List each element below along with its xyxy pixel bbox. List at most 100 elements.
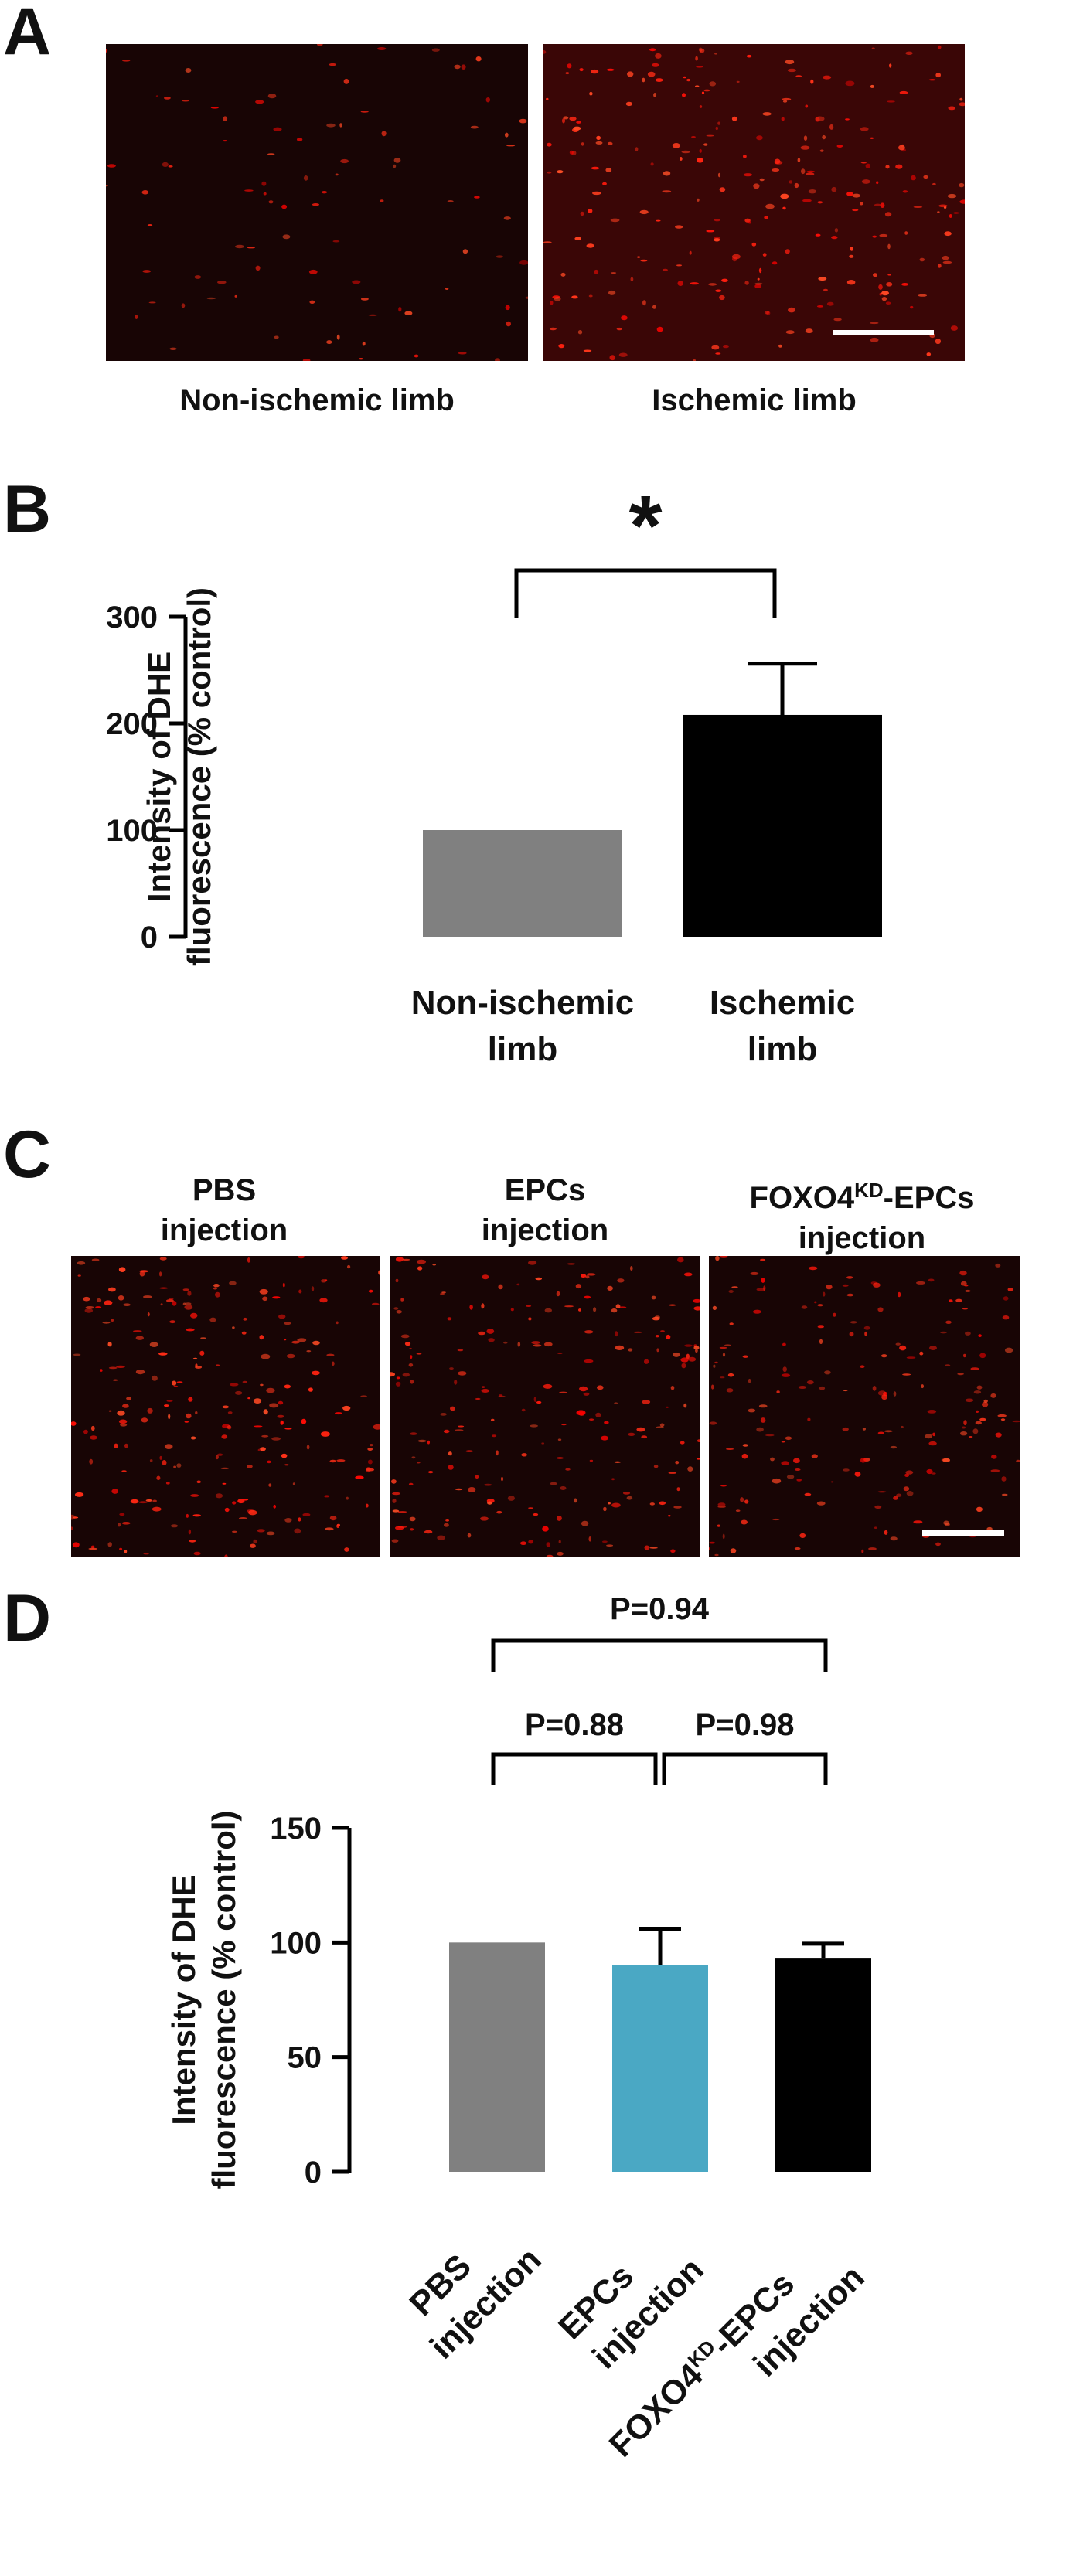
- fluorescent-spot: [578, 1308, 581, 1312]
- fluorescent-spot: [432, 1264, 436, 1266]
- fluorescent-spot: [266, 1531, 275, 1536]
- fluorescent-spot: [937, 264, 942, 268]
- fluorescent-spot: [949, 1299, 953, 1303]
- fluorescent-spot: [556, 1516, 562, 1521]
- fluorescent-spot: [681, 1363, 686, 1369]
- fluorescent-spot: [781, 1441, 785, 1443]
- fluorescent-spot: [567, 63, 572, 69]
- micrograph-texture: [709, 1256, 1020, 1557]
- fluorescent-spot: [762, 112, 772, 116]
- fluorescent-spot: [801, 1305, 808, 1309]
- bar: [775, 1958, 871, 2172]
- fluorescent-spot: [563, 116, 569, 120]
- fluorescent-spot: [536, 1400, 542, 1404]
- fluorescent-spot: [795, 75, 802, 77]
- fluorescent-spot: [311, 1286, 315, 1291]
- fluorescent-spot: [222, 1405, 229, 1409]
- fluorescent-spot: [604, 1421, 609, 1424]
- fluorescent-spot: [528, 1261, 537, 1265]
- fluorescent-spot: [398, 307, 402, 312]
- fluorescent-spot: [193, 1551, 201, 1556]
- fluorescent-spot: [680, 157, 683, 161]
- image-label-pbs: PBS injection: [70, 1170, 379, 1251]
- comparison-bracket: [491, 1638, 828, 1672]
- fluorescent-spot: [148, 301, 156, 304]
- fluorescent-spot: [764, 311, 770, 315]
- fluorescent-spot: [666, 1406, 669, 1408]
- fluorescent-spot: [416, 1353, 422, 1355]
- fluorescent-spot: [884, 1430, 893, 1433]
- fluorescent-spot: [656, 326, 663, 332]
- fluorescent-spot: [877, 1491, 887, 1493]
- fluorescent-spot: [628, 1348, 633, 1352]
- fluorescent-spot: [722, 1353, 726, 1357]
- fluorescent-spot: [298, 1289, 302, 1294]
- fluorescent-spot: [607, 1285, 613, 1291]
- fluorescent-spot: [149, 1342, 158, 1347]
- fluorescent-spot: [253, 1425, 263, 1428]
- fluorescent-spot: [196, 1480, 201, 1484]
- fluorescent-spot: [90, 1435, 97, 1440]
- fluorescent-spot: [742, 1355, 748, 1358]
- fluorescent-spot: [227, 1425, 232, 1430]
- fluorescent-spot: [373, 1424, 380, 1430]
- fluorescent-spot: [490, 1418, 495, 1421]
- fluorescent-spot: [199, 1350, 205, 1356]
- fluorescent-spot: [574, 237, 581, 240]
- fluorescent-spot: [440, 1413, 447, 1416]
- fluorescent-spot: [554, 297, 561, 301]
- fluorescent-spot: [200, 1337, 206, 1339]
- fluorescent-spot: [284, 1339, 287, 1341]
- fluorescent-spot: [762, 253, 767, 257]
- fluorescent-spot: [699, 148, 702, 153]
- fluorescent-spot: [689, 250, 692, 255]
- fluorescent-spot: [950, 325, 959, 331]
- fluorescent-spot: [259, 1288, 268, 1295]
- fluorescent-spot: [774, 158, 781, 165]
- fluorescent-spot: [893, 1496, 898, 1500]
- fluorescent-spot: [360, 298, 369, 301]
- fluorescent-spot: [546, 1542, 550, 1547]
- fluorescent-spot: [458, 1425, 465, 1428]
- fluorescent-spot: [836, 145, 843, 148]
- fluorescent-spot: [266, 1387, 275, 1393]
- fluorescent-spot: [910, 305, 914, 309]
- fluorescent-spot: [782, 97, 792, 101]
- fluorescent-spot: [870, 84, 874, 88]
- fluorescent-spot: [717, 121, 720, 125]
- fluorescent-spot: [560, 272, 566, 277]
- fluorescent-spot: [793, 1458, 800, 1464]
- fluorescent-spot: [842, 1427, 849, 1431]
- micrograph-texture: [390, 1257, 700, 1557]
- fluorescent-spot: [531, 1341, 540, 1345]
- fluorescent-spot: [217, 1453, 223, 1456]
- fluorescent-spot: [234, 294, 237, 298]
- image-label-non-ischemic: Non-ischemic limb: [179, 383, 455, 417]
- fluorescent-spot: [298, 1517, 301, 1522]
- fluorescent-spot: [785, 330, 795, 335]
- fluorescent-spot: [100, 1369, 103, 1372]
- fluorescent-spot: [656, 1348, 659, 1353]
- fluorescent-spot: [468, 1487, 476, 1492]
- fluorescent-spot: [97, 1298, 102, 1303]
- fluorescent-spot: [949, 214, 952, 218]
- fluorescent-spot: [284, 1322, 291, 1325]
- fluorescent-spot: [697, 158, 703, 163]
- fluorescent-spot: [904, 231, 908, 235]
- fluorescent-spot: [615, 1345, 625, 1350]
- x-category-label-line1: Non-ischemic: [411, 984, 635, 1022]
- fluorescent-spot: [606, 1544, 614, 1547]
- fluorescent-spot: [714, 1553, 719, 1557]
- foxo4-text: FOXO4: [602, 2356, 710, 2464]
- fluorescent-spot: [709, 81, 717, 87]
- fluorescent-spot: [455, 1429, 464, 1431]
- fluorescent-spot: [654, 1315, 660, 1319]
- fluorescent-spot: [139, 1270, 149, 1273]
- fluorescent-spot: [929, 1346, 937, 1350]
- fluorescent-spot: [85, 1306, 94, 1309]
- fluorescent-spot: [881, 297, 887, 301]
- fluorescent-spot: [963, 1420, 967, 1426]
- fluorescent-spot: [424, 1530, 433, 1534]
- fluorescent-spot: [615, 1304, 621, 1309]
